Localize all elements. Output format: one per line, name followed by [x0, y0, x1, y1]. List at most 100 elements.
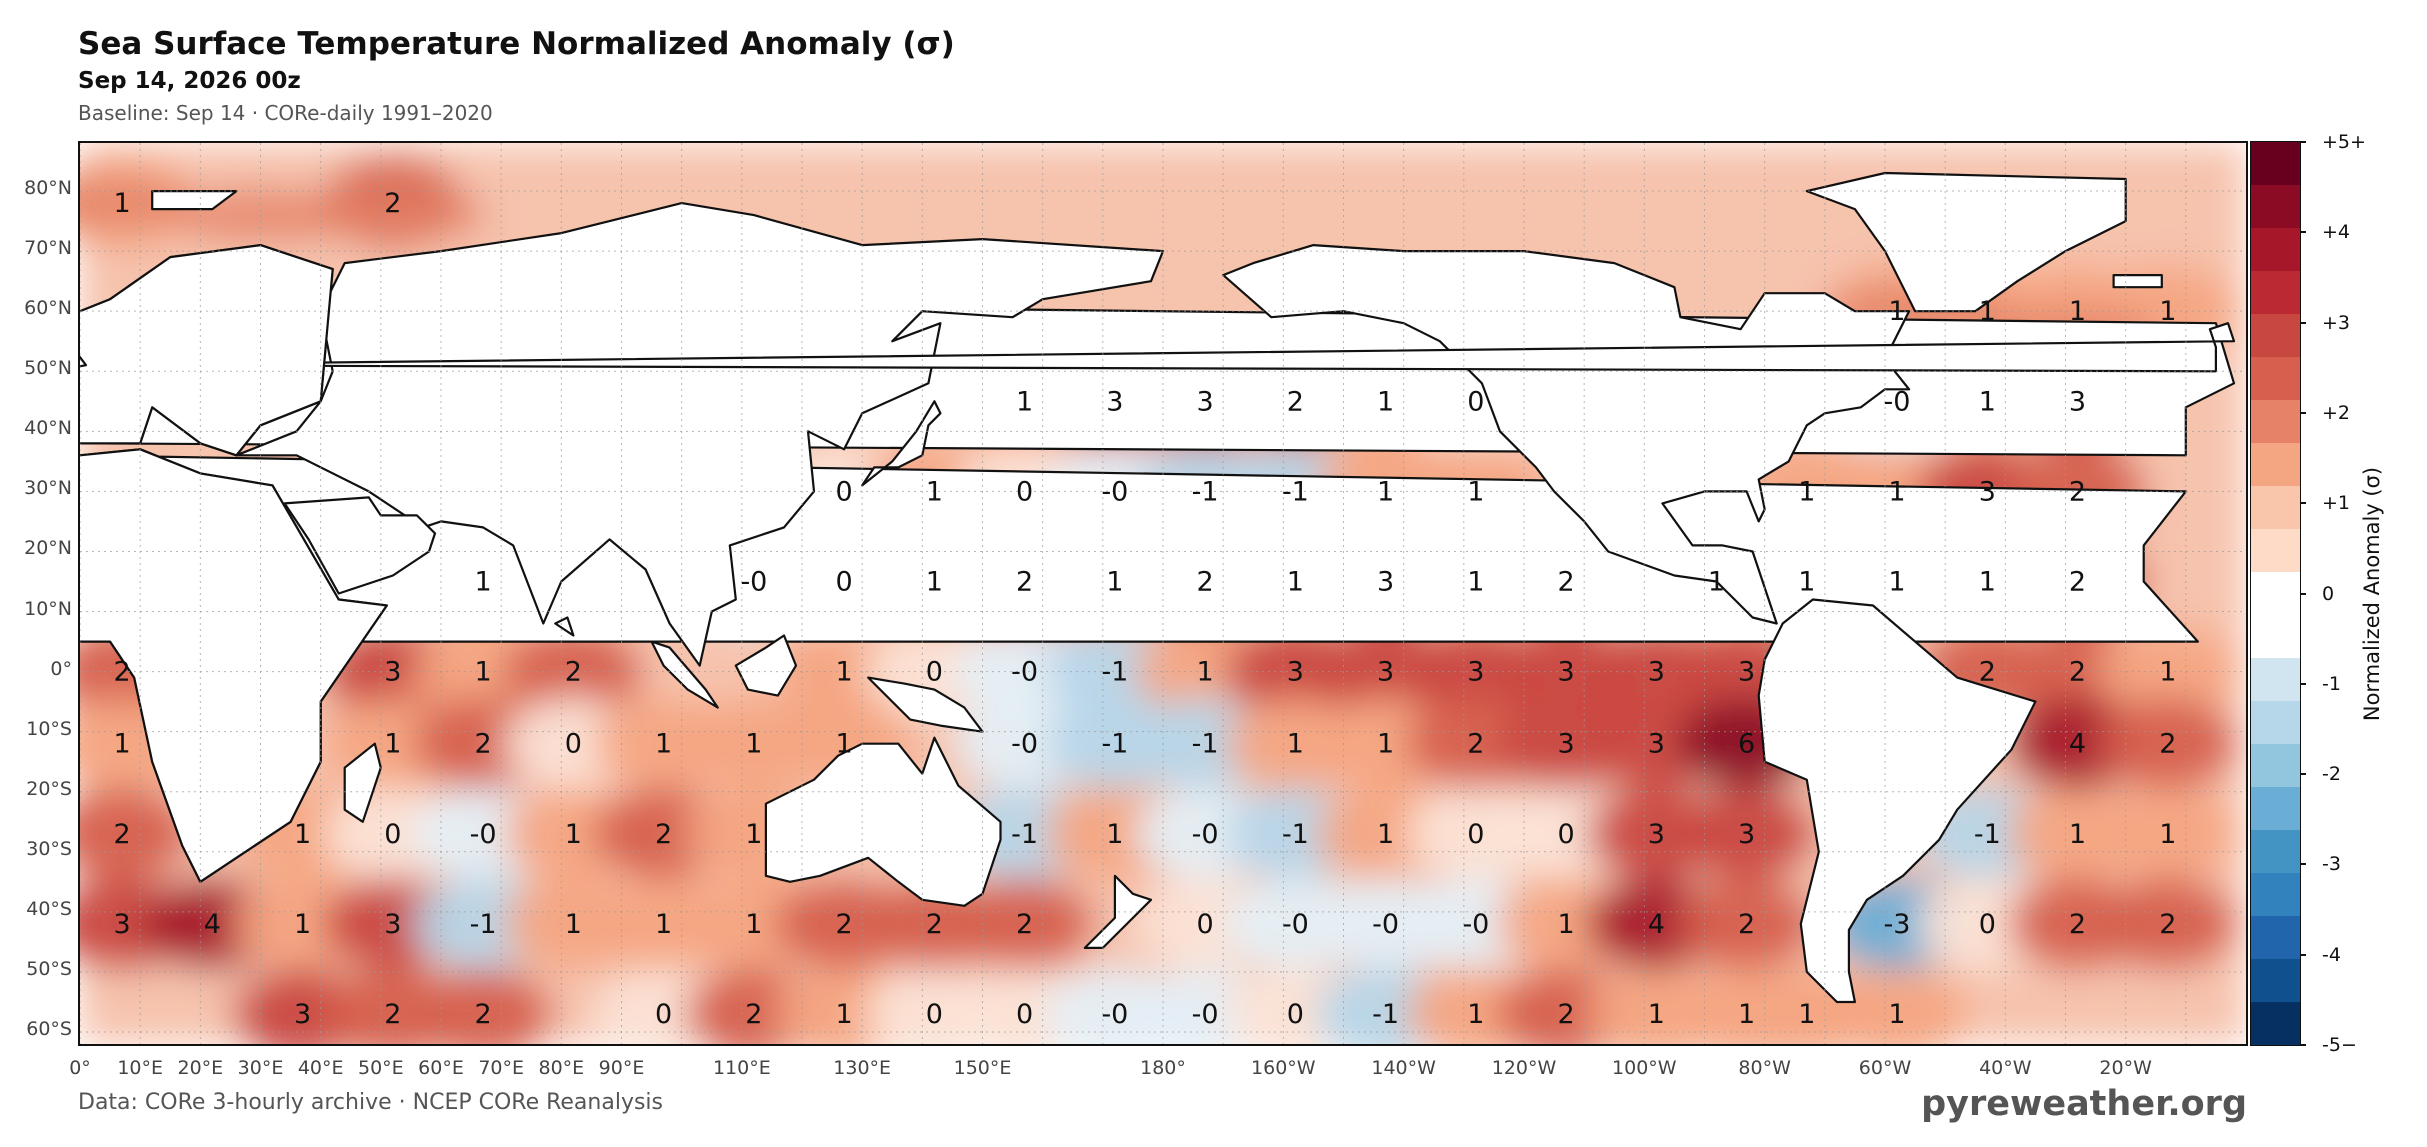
- sigma-labels: 1 2 1 3 3 2 1 0 -0 1 3 1 1 1 1 0 1 0 -0 -1 -1 1 1 1 1 3 2 1 -0 0 1 2 1 2 1…: [114, 188, 2177, 1030]
- sigma-label: 1: [655, 909, 672, 940]
- lat-tick-label: 40°N: [24, 417, 72, 440]
- landmass-sumatra: [650, 640, 719, 709]
- sigma-label: 1: [1197, 657, 1214, 688]
- sigma-label: -0: [1011, 657, 1038, 688]
- map-subtitle-date: Sep 14, 2026 00z: [78, 68, 301, 94]
- sigma-label: 1: [384, 729, 401, 760]
- lon-tick-label: 60°E: [418, 1057, 464, 1079]
- sigma-label: 2: [1287, 386, 1304, 417]
- landmass-japan: [861, 400, 942, 487]
- sigma-label: 0: [836, 567, 853, 598]
- colorbar-segment: [2251, 185, 2300, 228]
- lon-tick-label: 20°W: [2099, 1057, 2152, 1079]
- colorbar-tick-label: +4: [2322, 221, 2351, 244]
- colorbar-tick-label: +5+: [2322, 131, 2366, 153]
- sigma-label: 1: [1648, 999, 1665, 1030]
- sigma-label: 1: [1558, 909, 1575, 940]
- colorbar-tick-mark: [2300, 682, 2306, 685]
- sigma-label: 0: [384, 819, 401, 850]
- sigma-label: 3: [1979, 476, 1996, 507]
- colorbar-segment: [2251, 873, 2300, 916]
- sigma-label: 1: [926, 476, 943, 507]
- colorbar-tick-label: +2: [2322, 401, 2351, 424]
- sigma-label: 3: [1377, 567, 1394, 598]
- graticule: [80, 143, 2246, 1044]
- lon-tick-label: 150°E: [953, 1057, 1012, 1079]
- colorbar: [2250, 141, 2301, 1046]
- colorbar-tick-mark: [2300, 321, 2306, 324]
- sigma-label: -0: [1462, 909, 1489, 940]
- sigma-label: 1: [1377, 476, 1394, 507]
- lon-tick-label: 70°E: [478, 1057, 524, 1079]
- sigma-label: 1: [1888, 476, 1905, 507]
- sigma-label: 1: [1467, 999, 1484, 1030]
- colorbar-segment: [2251, 572, 2300, 615]
- colorbar-segment: [2251, 615, 2300, 658]
- lat-tick-label: 30°N: [24, 477, 72, 500]
- colorbar-segment: [2251, 916, 2300, 959]
- colorbar-tick-mark: [2300, 953, 2306, 956]
- sigma-label: 1: [2069, 819, 2086, 850]
- sigma-label: 1: [745, 819, 762, 850]
- lon-tick-label: 10°E: [117, 1057, 163, 1079]
- sigma-label: 1: [1467, 476, 1484, 507]
- sigma-label: 1: [1377, 386, 1394, 417]
- sigma-label: -1: [1101, 657, 1128, 688]
- colorbar-label: Normalized Anomaly (σ): [2360, 466, 2384, 722]
- colorbar-tick-mark: [2300, 141, 2306, 143]
- sigma-label: 2: [114, 657, 131, 688]
- lat-tick-label: 10°N: [24, 597, 72, 620]
- sigma-label: -0: [1372, 909, 1399, 940]
- sigma-label: 0: [1558, 819, 1575, 850]
- sigma-label: 2: [114, 819, 131, 850]
- sigma-label: 3: [384, 909, 401, 940]
- lon-tick-label: 110°E: [712, 1057, 771, 1079]
- sigma-label: 1: [1467, 567, 1484, 598]
- lon-tick-label: 40°E: [297, 1057, 344, 1079]
- landmass-arabia: [283, 496, 437, 595]
- sigma-label: -1: [1282, 819, 1309, 850]
- colorbar-tick-mark: [2300, 863, 2306, 866]
- sigma-label: 2: [565, 657, 582, 688]
- sigma-label: 3: [1106, 386, 1123, 417]
- lon-tick-label: 0°: [69, 1057, 91, 1079]
- sigma-label: 2: [1016, 567, 1033, 598]
- colorbar-tick-label: -3: [2322, 853, 2341, 876]
- sigma-label: 1: [1106, 567, 1123, 598]
- sigma-label: -0: [1101, 999, 1128, 1030]
- colorbar-segment: [2251, 1002, 2300, 1045]
- sigma-label: -0: [1282, 909, 1309, 940]
- sigma-label: -1: [1282, 476, 1309, 507]
- lon-tick-label: 90°E: [598, 1057, 645, 1079]
- landmass-britain-wrap: [80, 355, 88, 368]
- sigma-label: 2: [475, 729, 492, 760]
- sigma-label: 4: [1648, 909, 1665, 940]
- sigma-label: 3: [1377, 657, 1394, 688]
- sigma-label: -0: [1192, 999, 1219, 1030]
- sigma-label: 2: [2069, 909, 2086, 940]
- sigma-label: 2: [655, 819, 672, 850]
- sigma-label: 1: [1708, 567, 1725, 598]
- colorbar-tick-mark: [2300, 502, 2306, 505]
- sigma-label: -1: [1192, 729, 1219, 760]
- lon-tick-label: 20°E: [177, 1057, 224, 1079]
- map-title: Sea Surface Temperature Normalized Anoma…: [78, 26, 955, 62]
- colorbar-tick-mark: [2300, 231, 2306, 234]
- colorbar-tick-mark: [2300, 592, 2306, 595]
- sigma-label: 0: [655, 999, 672, 1030]
- lon-tick-label: 140°W: [1371, 1057, 1436, 1079]
- sigma-label: 2: [1467, 729, 1484, 760]
- sigma-label: 1: [1287, 567, 1304, 598]
- sigma-label: 0: [836, 476, 853, 507]
- colorbar-segment: [2251, 228, 2300, 271]
- sigma-label: 1: [2159, 657, 2176, 688]
- colorbar-segment: [2251, 314, 2300, 357]
- sigma-label: 3: [1738, 657, 1755, 688]
- sigma-label: 1: [2069, 296, 2086, 327]
- sigma-label: 2: [1016, 909, 1033, 940]
- sigma-label: 1: [294, 909, 311, 940]
- sigma-label: 2: [384, 999, 401, 1030]
- colorbar-segment: [2251, 830, 2300, 873]
- sigma-label: 3: [384, 657, 401, 688]
- colorbar-tick-label: 0: [2322, 582, 2335, 605]
